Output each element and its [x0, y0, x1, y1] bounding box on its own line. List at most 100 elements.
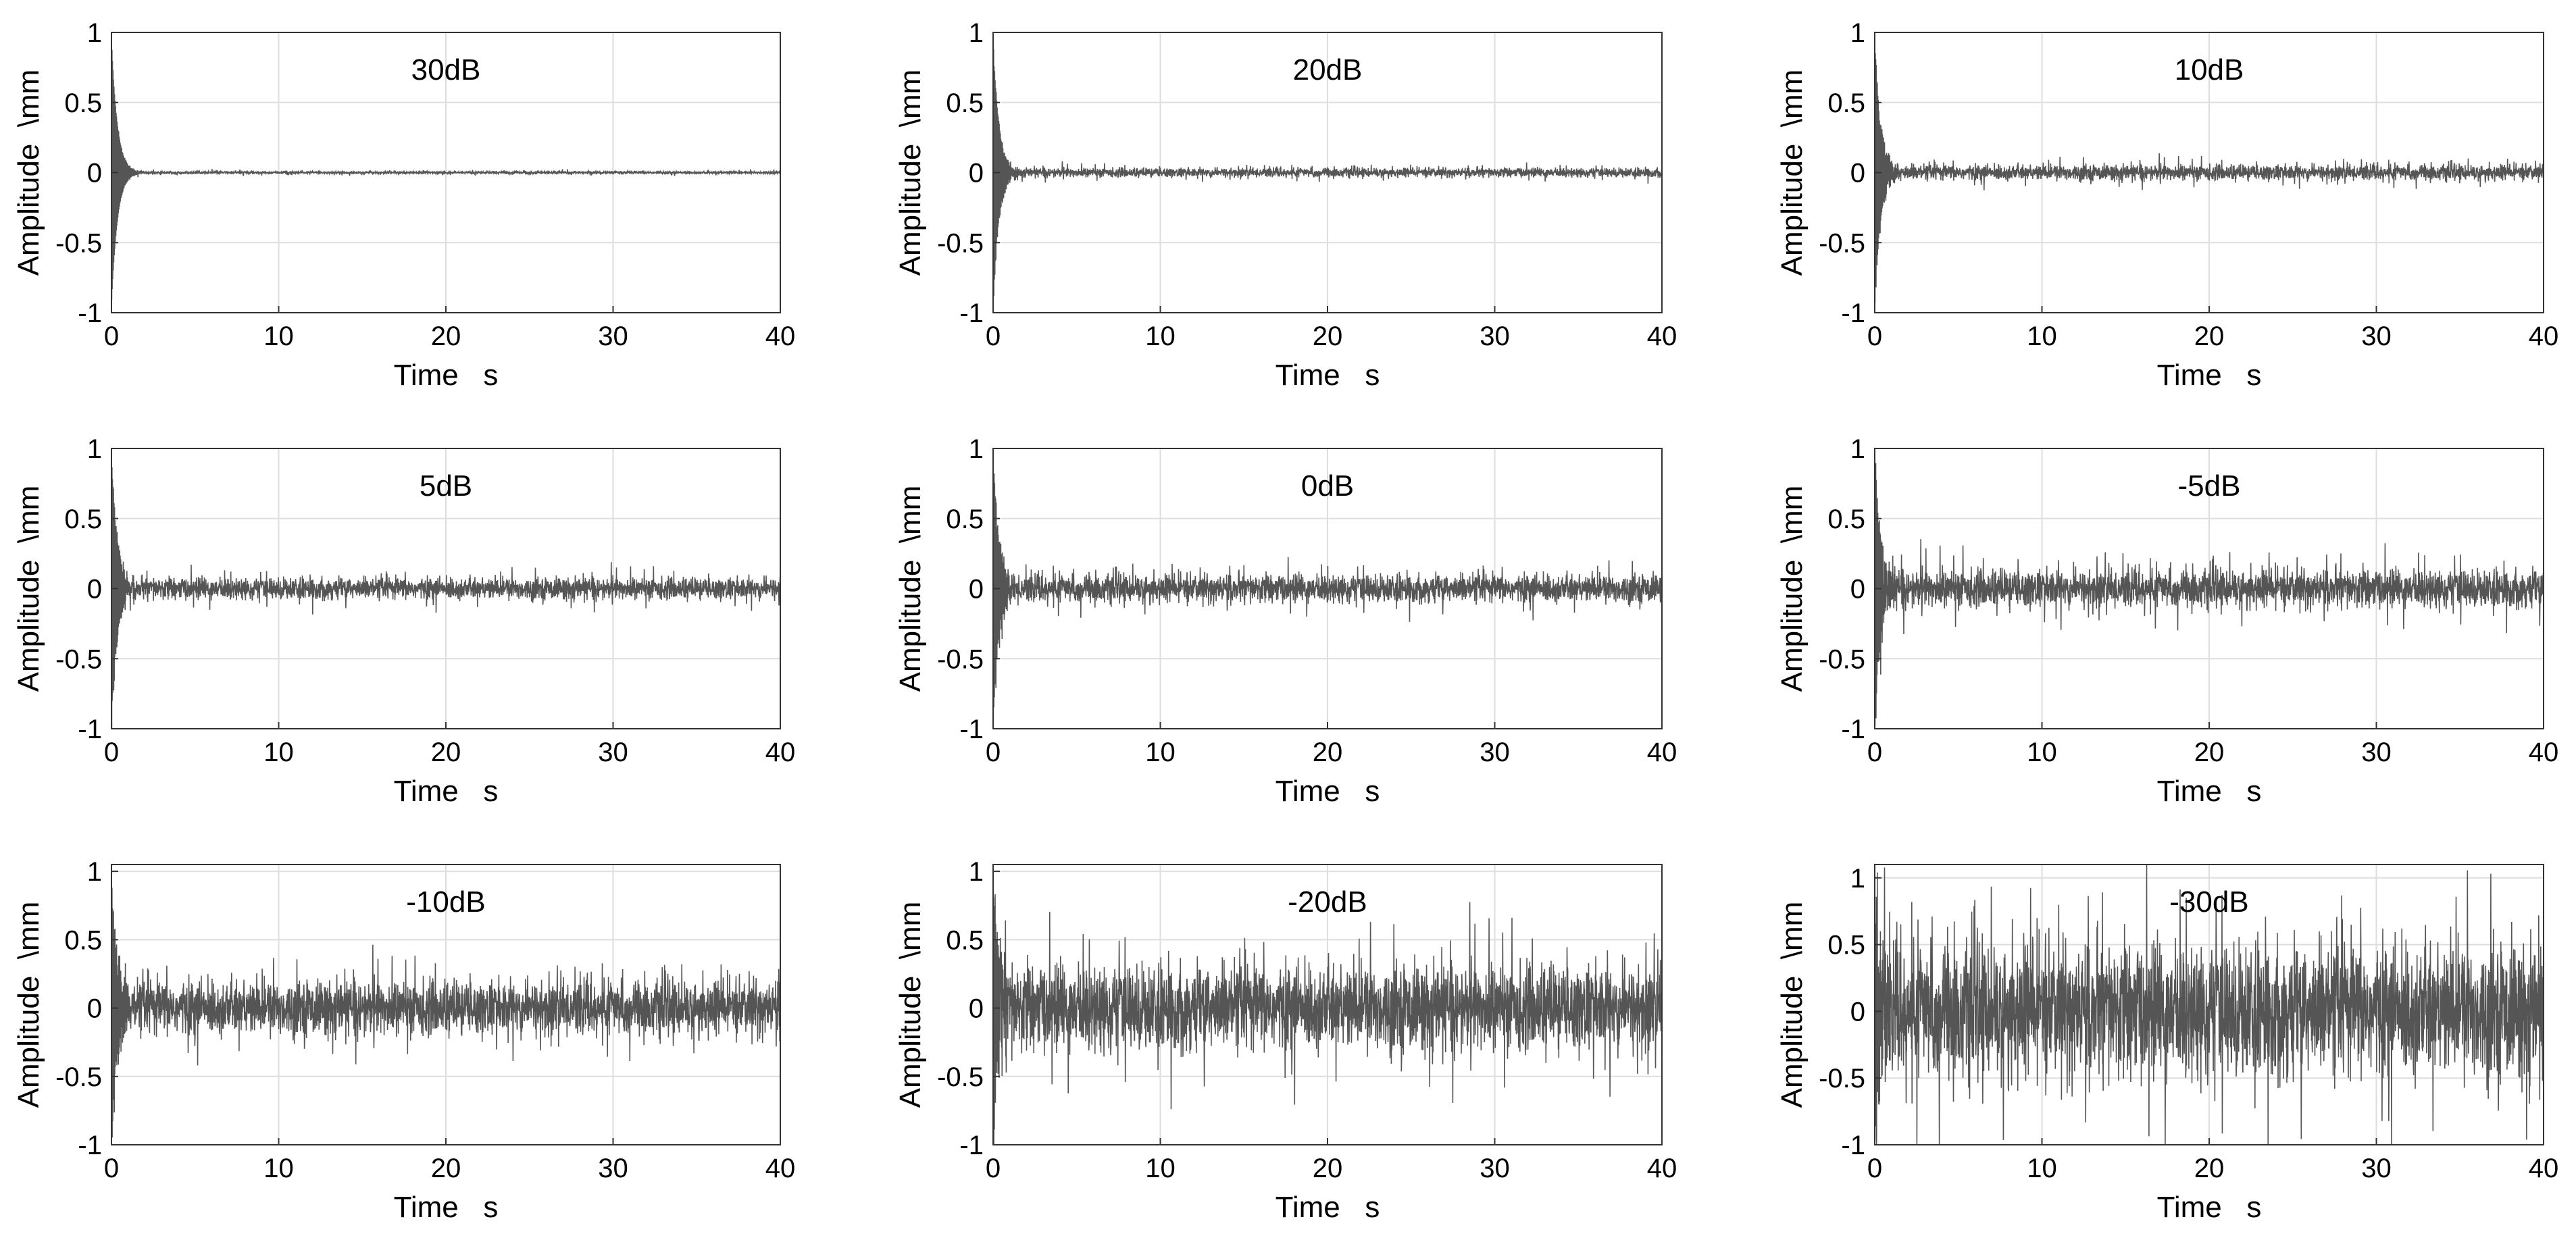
x-tick-label: 40: [2529, 1154, 2559, 1183]
subplot: 0 10 20 30 40 -1 -0.5 0 0.5 1 5dB Time s Amplitude \…: [12, 434, 795, 808]
y-tick-label: -0.5: [937, 1062, 984, 1092]
subplot: 0 10 20 30 40 -1 -0.5 0 0.5 1 10dB Time s Amplitude …: [1775, 18, 2558, 392]
x-tick-label: 20: [1313, 1154, 1343, 1183]
y-tick-label: -1: [1841, 299, 1865, 328]
x-tick-label: 30: [598, 1154, 628, 1183]
x-tick-label: 30: [1480, 738, 1510, 767]
y-tick-label: -0.5: [937, 228, 984, 258]
y-tick-label: 0: [969, 575, 984, 604]
x-tick-label: 30: [1480, 321, 1510, 351]
x-tick-label: 0: [104, 738, 119, 767]
signal-line: [1874, 44, 2544, 303]
y-tick-label: -0.5: [55, 644, 102, 674]
y-axis-label: Amplitude \mm: [1775, 486, 1809, 692]
y-tick-label: 1: [1850, 864, 1865, 894]
subplot-title: 30dB: [411, 53, 481, 86]
x-axis-label: Time s: [1276, 1191, 1380, 1224]
x-tick-label: 10: [263, 1154, 294, 1183]
y-tick-label: 0: [1850, 997, 1865, 1027]
x-tick-label: 20: [431, 738, 461, 767]
x-tick-label: 40: [1647, 738, 1677, 767]
y-axis-label: Amplitude \mm: [1775, 902, 1809, 1108]
y-axis-label: Amplitude \mm: [1775, 70, 1809, 276]
y-tick-label: 1: [969, 857, 984, 887]
y-tick-label: -1: [78, 715, 102, 744]
y-tick-label: 0.5: [946, 505, 984, 534]
y-tick-label: 0.5: [1827, 931, 1865, 960]
x-tick-label: 10: [263, 738, 294, 767]
x-tick-label: 20: [2194, 738, 2225, 767]
y-tick-label: 1: [1850, 434, 1865, 464]
x-tick-label: 30: [2361, 321, 2392, 351]
signal-line: [1874, 457, 2544, 726]
y-tick-label: -0.5: [1819, 1064, 1865, 1093]
x-tick-label: 0: [986, 1154, 1001, 1183]
subplot-title: 5dB: [420, 469, 472, 502]
subplot-title: 0dB: [1301, 469, 1354, 502]
y-tick-label: 0: [969, 994, 984, 1024]
y-tick-label: 0.5: [64, 925, 102, 955]
y-tick-label: 1: [87, 857, 102, 887]
x-tick-label: 20: [1313, 321, 1343, 351]
y-tick-label: 1: [969, 434, 984, 464]
y-tick-label: -0.5: [1819, 228, 1865, 258]
subplot-title: -30dB: [2169, 885, 2248, 919]
y-axis-label: Amplitude \mm: [12, 486, 45, 692]
x-axis-label: Time s: [2157, 1191, 2262, 1224]
y-tick-label: 1: [87, 18, 102, 48]
subplot: 0 10 20 30 40 -1 -0.5 0 0.5 1 -10dB Time s Amplitude…: [12, 857, 795, 1224]
y-tick-label: 0: [87, 575, 102, 604]
x-tick-label: 20: [2194, 321, 2225, 351]
x-tick-label: 10: [1145, 1154, 1176, 1183]
x-tick-label: 10: [2027, 321, 2057, 351]
x-tick-label: 0: [986, 738, 1001, 767]
x-tick-label: 40: [2529, 738, 2559, 767]
x-tick-label: 0: [1867, 1154, 1882, 1183]
y-axis-label: Amplitude \mm: [12, 70, 45, 276]
x-tick-label: 30: [2361, 738, 2392, 767]
x-tick-label: 0: [986, 321, 1001, 351]
y-tick-label: 0.5: [1827, 88, 1865, 118]
y-tick-label: 0.5: [946, 88, 984, 118]
subplot-title: -20dB: [1288, 885, 1367, 919]
x-tick-label: 20: [431, 1154, 461, 1183]
y-tick-label: -1: [78, 299, 102, 328]
signal-line: [111, 864, 781, 1138]
signal-line: [1874, 864, 2544, 1145]
x-axis-label: Time s: [394, 359, 499, 392]
x-axis-label: Time s: [2157, 775, 2262, 808]
x-tick-label: 40: [765, 738, 796, 767]
x-axis-label: Time s: [1276, 359, 1380, 392]
signal-line: [992, 36, 1663, 296]
y-tick-label: -0.5: [1819, 644, 1865, 674]
x-tick-label: 10: [2027, 1154, 2057, 1183]
y-tick-label: 0.5: [946, 925, 984, 955]
signal-line: [992, 461, 1663, 715]
signal-line: [111, 39, 781, 301]
subplot-title: 10dB: [2175, 53, 2244, 86]
y-tick-label: -1: [1841, 1131, 1865, 1160]
y-tick-label: 0.5: [1827, 505, 1865, 534]
subplot: 0 10 20 30 40 -1 -0.5 0 0.5 1 20dB Time s Amplitude …: [894, 18, 1677, 392]
x-tick-label: 30: [598, 738, 628, 767]
subplot-title: -5dB: [2178, 469, 2241, 502]
y-tick-label: 0: [1850, 159, 1865, 188]
x-axis-label: Time s: [1276, 775, 1380, 808]
signal-line: [111, 459, 781, 729]
subplot: 0 10 20 30 40 -1 -0.5 0 0.5 1 -5dB Time s Amplitude …: [1775, 434, 2558, 808]
x-axis-label: Time s: [394, 1191, 499, 1224]
x-tick-label: 20: [2194, 1154, 2225, 1183]
x-tick-label: 0: [1867, 321, 1882, 351]
y-axis-label: Amplitude \mm: [894, 902, 927, 1108]
y-tick-label: 1: [87, 434, 102, 464]
x-tick-label: 10: [1145, 321, 1176, 351]
x-axis-label: Time s: [2157, 359, 2262, 392]
y-tick-label: 0.5: [64, 88, 102, 118]
x-tick-label: 40: [2529, 321, 2559, 351]
y-tick-label: 1: [1850, 18, 1865, 48]
subplot-title: -10dB: [406, 885, 485, 919]
x-tick-label: 40: [1647, 321, 1677, 351]
x-tick-label: 30: [598, 321, 628, 351]
signal-line: [992, 892, 1663, 1145]
